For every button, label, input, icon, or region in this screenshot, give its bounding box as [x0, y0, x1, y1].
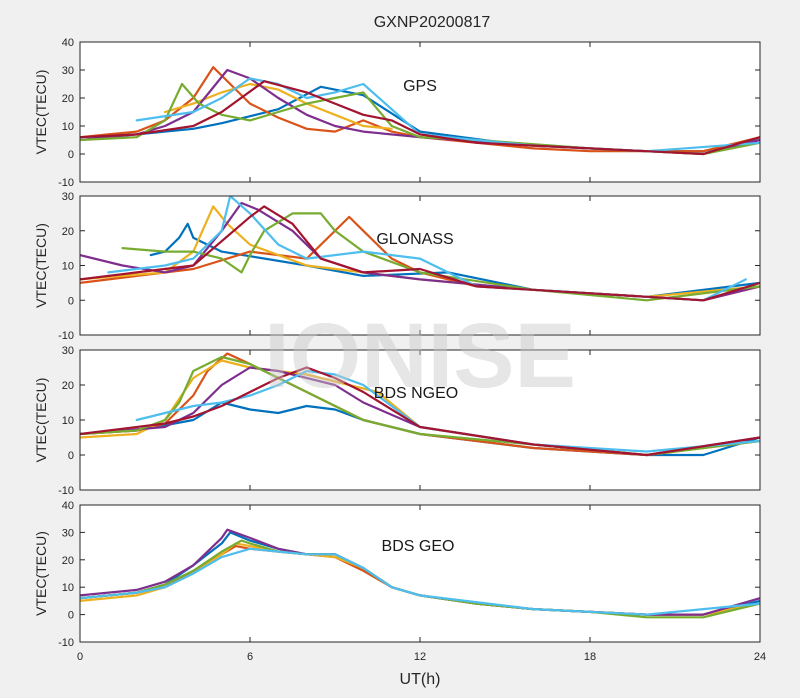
y-tick-label: 10 — [62, 121, 74, 133]
y-tick-label: 0 — [68, 149, 74, 161]
y-tick-label: 30 — [62, 345, 74, 357]
series-line — [121, 212, 760, 302]
panel-label: BDS NGEO — [374, 385, 458, 402]
x-tick-label: 6 — [247, 651, 253, 663]
y-tick-label: 10 — [62, 582, 74, 594]
series-line — [80, 366, 760, 457]
y-axis-label: VTEC(TECU) — [33, 223, 49, 308]
panel-1: -10 0 10 20 30 40 VTEC(TECU) GPS — [33, 37, 761, 189]
panel-3: -10 0 10 20 30 VTEC(TECU) BDS NGEO — [33, 345, 761, 497]
y-tick-label: 20 — [62, 93, 74, 105]
y-tick-label: -10 — [58, 177, 74, 189]
panel-label: GLONASS — [376, 231, 453, 248]
series-line — [80, 547, 760, 616]
y-tick-label: 20 — [62, 380, 74, 392]
y-tick-label: -10 — [58, 330, 74, 342]
watermark: IONISE — [264, 305, 576, 407]
y-axis-label: VTEC(TECU) — [33, 531, 49, 616]
y-tick-label: -10 — [58, 637, 74, 649]
y-tick-label: 30 — [62, 65, 74, 77]
x-tick-label: 12 — [414, 651, 426, 663]
y-tick-label: 30 — [62, 191, 74, 203]
series-group — [80, 528, 760, 619]
y-tick-label: 10 — [62, 415, 74, 427]
series-line — [80, 80, 760, 156]
series-line — [80, 66, 760, 153]
panel-label: GPS — [403, 78, 437, 95]
panel-2: -10 0 10 20 30 VTEC(TECU) GLONASS — [33, 191, 761, 342]
y-tick-label: -10 — [58, 485, 74, 497]
x-tick-label: 18 — [584, 651, 596, 663]
y-tick-label: 0 — [68, 450, 74, 462]
x-tick-label: 24 — [754, 651, 766, 663]
y-axis-label: VTEC(TECU) — [33, 378, 49, 463]
x-axis-label: UT(h) — [400, 671, 441, 688]
series-group — [80, 352, 760, 457]
y-tick-label: 40 — [62, 37, 74, 49]
figure-title: GXNP20200817 — [374, 14, 491, 31]
y-tick-label: 30 — [62, 527, 74, 539]
y-tick-label: 0 — [68, 610, 74, 622]
y-tick-label: 10 — [62, 261, 74, 273]
series-group — [80, 196, 760, 302]
series-line — [80, 205, 760, 302]
plot-area — [80, 42, 760, 182]
series-group — [80, 66, 760, 156]
y-tick-label: 20 — [62, 226, 74, 238]
y-tick-label: 0 — [68, 295, 74, 307]
y-tick-label: 20 — [62, 555, 74, 567]
x-tick-label: 0 — [77, 651, 83, 663]
y-axis-label: VTEC(TECU) — [33, 70, 49, 155]
panel-label: BDS GEO — [382, 538, 455, 555]
y-tick-label: 40 — [62, 500, 74, 512]
